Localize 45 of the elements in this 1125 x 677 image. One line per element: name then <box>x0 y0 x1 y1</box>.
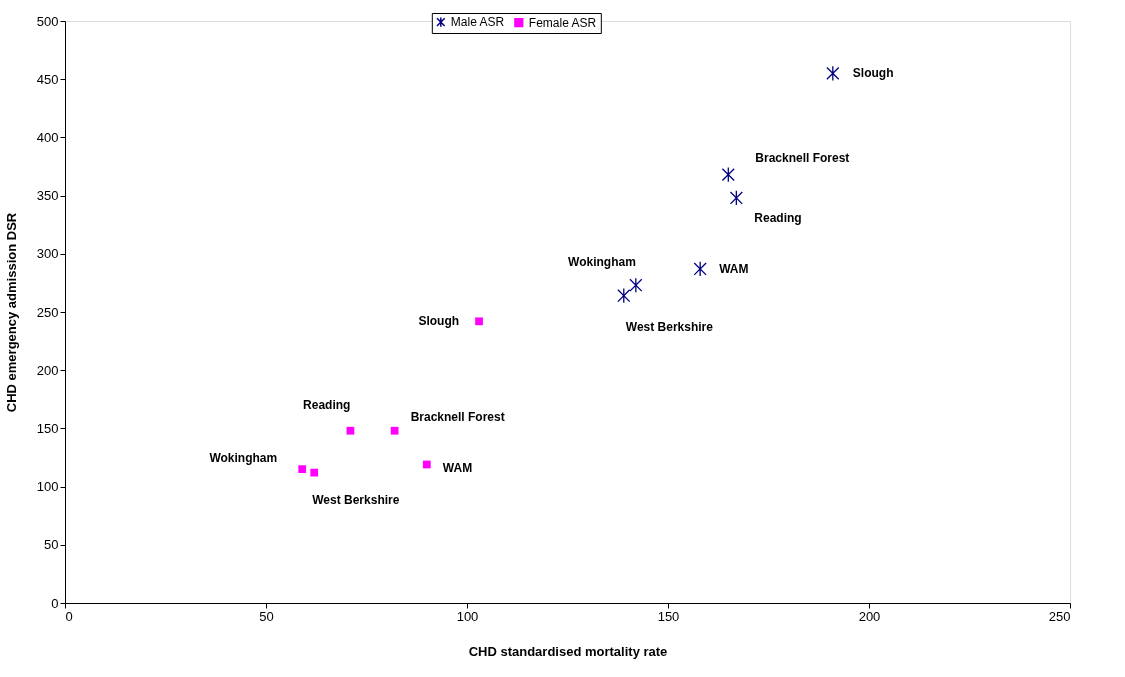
data-label: Bracknell Forest <box>410 409 505 424</box>
y-tick-label: 350 <box>36 188 59 204</box>
y-tick-label: 50 <box>44 537 59 553</box>
data-label: Wokingham <box>568 255 636 270</box>
point <box>721 166 735 183</box>
y-axis-title: CHD emergency admission DSR <box>3 212 19 413</box>
data-label: Reading <box>754 210 802 225</box>
y-tick-label: 450 <box>36 71 59 87</box>
data-label: Slough <box>852 66 894 81</box>
x-tick-label: 50 <box>259 608 274 624</box>
data-label: West Berkshire <box>625 319 714 334</box>
x-tick-label: 100 <box>456 608 479 624</box>
y-tick-label: 200 <box>36 362 59 378</box>
point <box>617 287 631 304</box>
point <box>390 426 399 435</box>
point <box>693 261 707 277</box>
data-label: Slough <box>418 314 460 329</box>
point <box>346 426 355 435</box>
x-tick-label: 200 <box>858 608 881 624</box>
y-tick-label: 400 <box>36 129 59 145</box>
data-label: Wokingham <box>209 451 278 466</box>
x-tick-label: 0 <box>65 608 73 624</box>
y-tick-label: 250 <box>36 304 59 320</box>
point <box>729 190 743 206</box>
point <box>310 468 319 477</box>
y-tick-label: 100 <box>36 479 59 495</box>
y-tick-label: 0 <box>51 595 59 611</box>
x-tick-label: 150 <box>657 608 680 624</box>
legend-label: Male ASR <box>450 15 505 30</box>
point <box>475 317 483 326</box>
point <box>629 277 643 293</box>
data-label: Bracknell Forest <box>755 150 850 165</box>
data-label: Reading <box>303 397 351 412</box>
y-tick-label: 150 <box>36 420 59 436</box>
x-tick-label: 250 <box>1048 608 1071 624</box>
data-label: West Berkshire <box>312 492 400 507</box>
y-tick-label: 500 <box>36 13 59 29</box>
data-label: WAM <box>442 461 473 476</box>
point <box>298 465 307 474</box>
x-axis-title: CHD standardised mortality rate <box>468 643 668 659</box>
point <box>422 460 431 469</box>
point <box>826 65 840 82</box>
data-label: WAM <box>719 261 749 276</box>
y-tick-label: 300 <box>36 246 59 262</box>
legend-label: Female ASR <box>528 15 597 30</box>
